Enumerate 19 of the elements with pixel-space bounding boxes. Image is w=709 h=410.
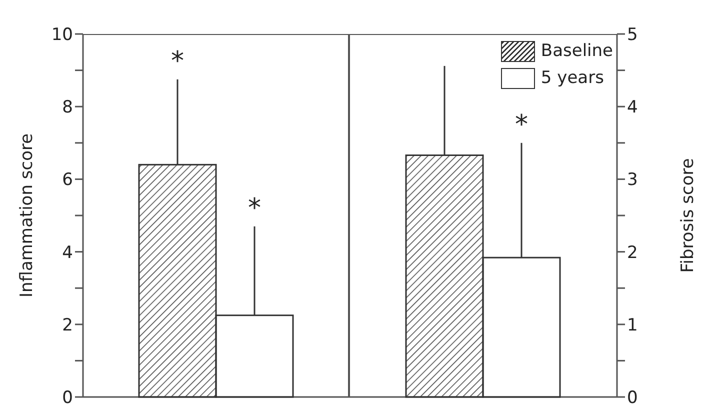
- y-tick-label: 10: [51, 25, 73, 46]
- y-axis-title: Inflammation score: [17, 133, 38, 298]
- y-tick-label: 2: [62, 315, 73, 336]
- y-tick-label: 4: [62, 242, 73, 263]
- y-tick-label: 5: [627, 25, 638, 46]
- legend-label: Baseline: [540, 40, 613, 63]
- legend-label: 5 years: [540, 67, 604, 90]
- y-axis-title: Fibrosis score: [678, 158, 698, 273]
- y-tick-label: 0: [627, 388, 638, 408]
- annotation: *: [171, 46, 184, 76]
- y-tick-label: 2: [627, 242, 638, 263]
- annotation: *: [248, 193, 261, 224]
- y-tick-label: 1: [627, 315, 638, 336]
- y-tick-label: 8: [62, 98, 73, 118]
- y-tick-label: 6: [62, 170, 73, 190]
- y-tick-label: 3: [627, 170, 638, 190]
- y-tick-label: 4: [627, 98, 638, 118]
- annotation: *: [515, 110, 528, 140]
- y-tick-label: 0: [62, 388, 73, 408]
